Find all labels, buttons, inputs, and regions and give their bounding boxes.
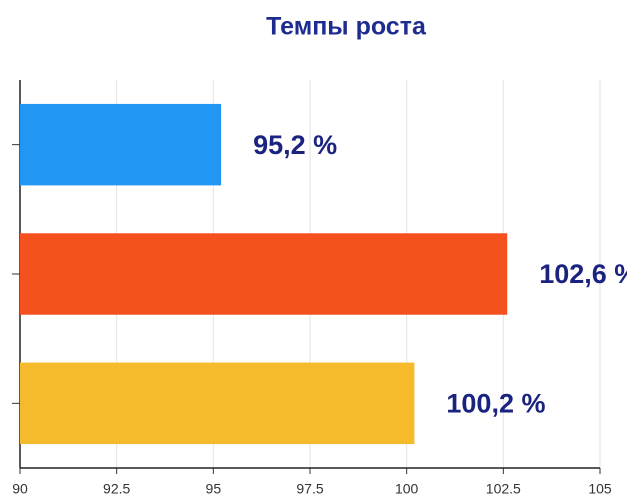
- x-tick-label: 105: [588, 481, 612, 497]
- bar: [20, 233, 508, 315]
- x-tick-label: 100: [395, 481, 419, 497]
- x-tick-label: 102.5: [486, 481, 521, 497]
- bar: [20, 362, 415, 445]
- x-tick-label: 90: [12, 481, 28, 497]
- x-tick-label: 92.5: [103, 481, 130, 497]
- x-tick-label: 95: [206, 481, 222, 497]
- value-label: 95,2 %: [253, 130, 337, 160]
- value-label: 100,2 %: [446, 388, 545, 418]
- value-label: 102,6 %: [539, 259, 627, 289]
- chart-title: Темпы роста: [266, 13, 427, 41]
- bar: [20, 103, 222, 186]
- x-tick-label: 97.5: [296, 481, 323, 497]
